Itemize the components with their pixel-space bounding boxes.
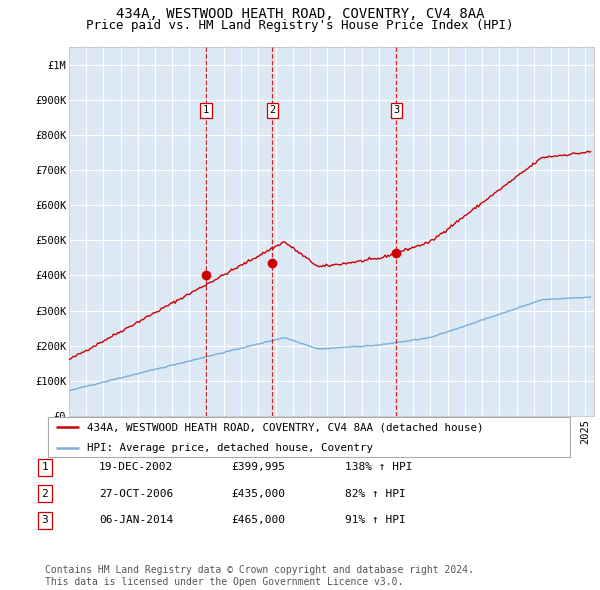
Text: 434A, WESTWOOD HEATH ROAD, COVENTRY, CV4 8AA (detached house): 434A, WESTWOOD HEATH ROAD, COVENTRY, CV4… [87, 422, 484, 432]
Text: 434A, WESTWOOD HEATH ROAD, COVENTRY, CV4 8AA: 434A, WESTWOOD HEATH ROAD, COVENTRY, CV4… [116, 7, 484, 21]
Text: 1: 1 [203, 106, 209, 116]
Text: 3: 3 [393, 106, 400, 116]
Text: £435,000: £435,000 [231, 489, 285, 499]
Text: £465,000: £465,000 [231, 516, 285, 525]
Text: 91% ↑ HPI: 91% ↑ HPI [345, 516, 406, 525]
Text: Contains HM Land Registry data © Crown copyright and database right 2024.
This d: Contains HM Land Registry data © Crown c… [45, 565, 474, 587]
Text: 82% ↑ HPI: 82% ↑ HPI [345, 489, 406, 499]
Text: 2: 2 [269, 106, 275, 116]
Text: 1: 1 [41, 463, 49, 472]
Text: 3: 3 [41, 516, 49, 525]
Text: Price paid vs. HM Land Registry's House Price Index (HPI): Price paid vs. HM Land Registry's House … [86, 19, 514, 32]
Text: 27-OCT-2006: 27-OCT-2006 [99, 489, 173, 499]
Text: 138% ↑ HPI: 138% ↑ HPI [345, 463, 413, 472]
Text: HPI: Average price, detached house, Coventry: HPI: Average price, detached house, Cove… [87, 444, 373, 454]
Text: 06-JAN-2014: 06-JAN-2014 [99, 516, 173, 525]
Text: £399,995: £399,995 [231, 463, 285, 472]
Text: 2: 2 [41, 489, 49, 499]
Text: 19-DEC-2002: 19-DEC-2002 [99, 463, 173, 472]
